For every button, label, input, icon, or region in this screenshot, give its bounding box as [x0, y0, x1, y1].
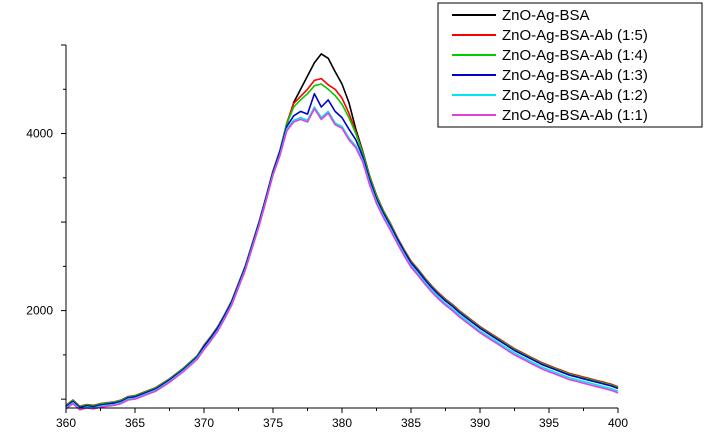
axes-layer: 360 365 370 375 380 385 390 395 400 2000 4000 [26, 44, 628, 430]
x-tick-label: 360 [56, 416, 76, 430]
series-line-6 [65, 107, 619, 411]
x-tick-label: 390 [470, 416, 490, 430]
legend-label: ZnO-Ag-BSA-Ab (1:4) [502, 47, 648, 64]
legend-label: ZnO-Ag-BSA-Ab (1:2) [502, 87, 648, 104]
x-tick-label: 375 [263, 416, 283, 430]
x-tick-label: 370 [194, 416, 214, 430]
legend-label: ZnO-Ag-BSA-Ab (1:5) [502, 27, 648, 44]
series-line-3 [65, 83, 619, 408]
series-line-4 [65, 92, 619, 409]
legend-box [437, 2, 703, 128]
x-tick-label: 385 [401, 416, 421, 430]
series-line-5 [65, 106, 619, 410]
legend-label: ZnO-Ag-BSA [502, 7, 590, 24]
x-tick-label: 400 [608, 416, 628, 430]
y-tick-label: 2000 [26, 304, 53, 318]
x-tick-label: 365 [125, 416, 145, 430]
x-tick-label: 380 [332, 416, 352, 430]
series-layer [65, 53, 619, 411]
y-tick-label: 4000 [26, 127, 53, 141]
legend-label: ZnO-Ag-BSA-Ab (1:3) [502, 67, 648, 84]
legend-label: ZnO-Ag-BSA-Ab (1:1) [502, 107, 648, 124]
x-tick-label: 395 [539, 416, 559, 430]
legend: ZnO-Ag-BSA ZnO-Ag-BSA-Ab (1:5) ZnO-Ag-BSA-… [437, 2, 703, 128]
